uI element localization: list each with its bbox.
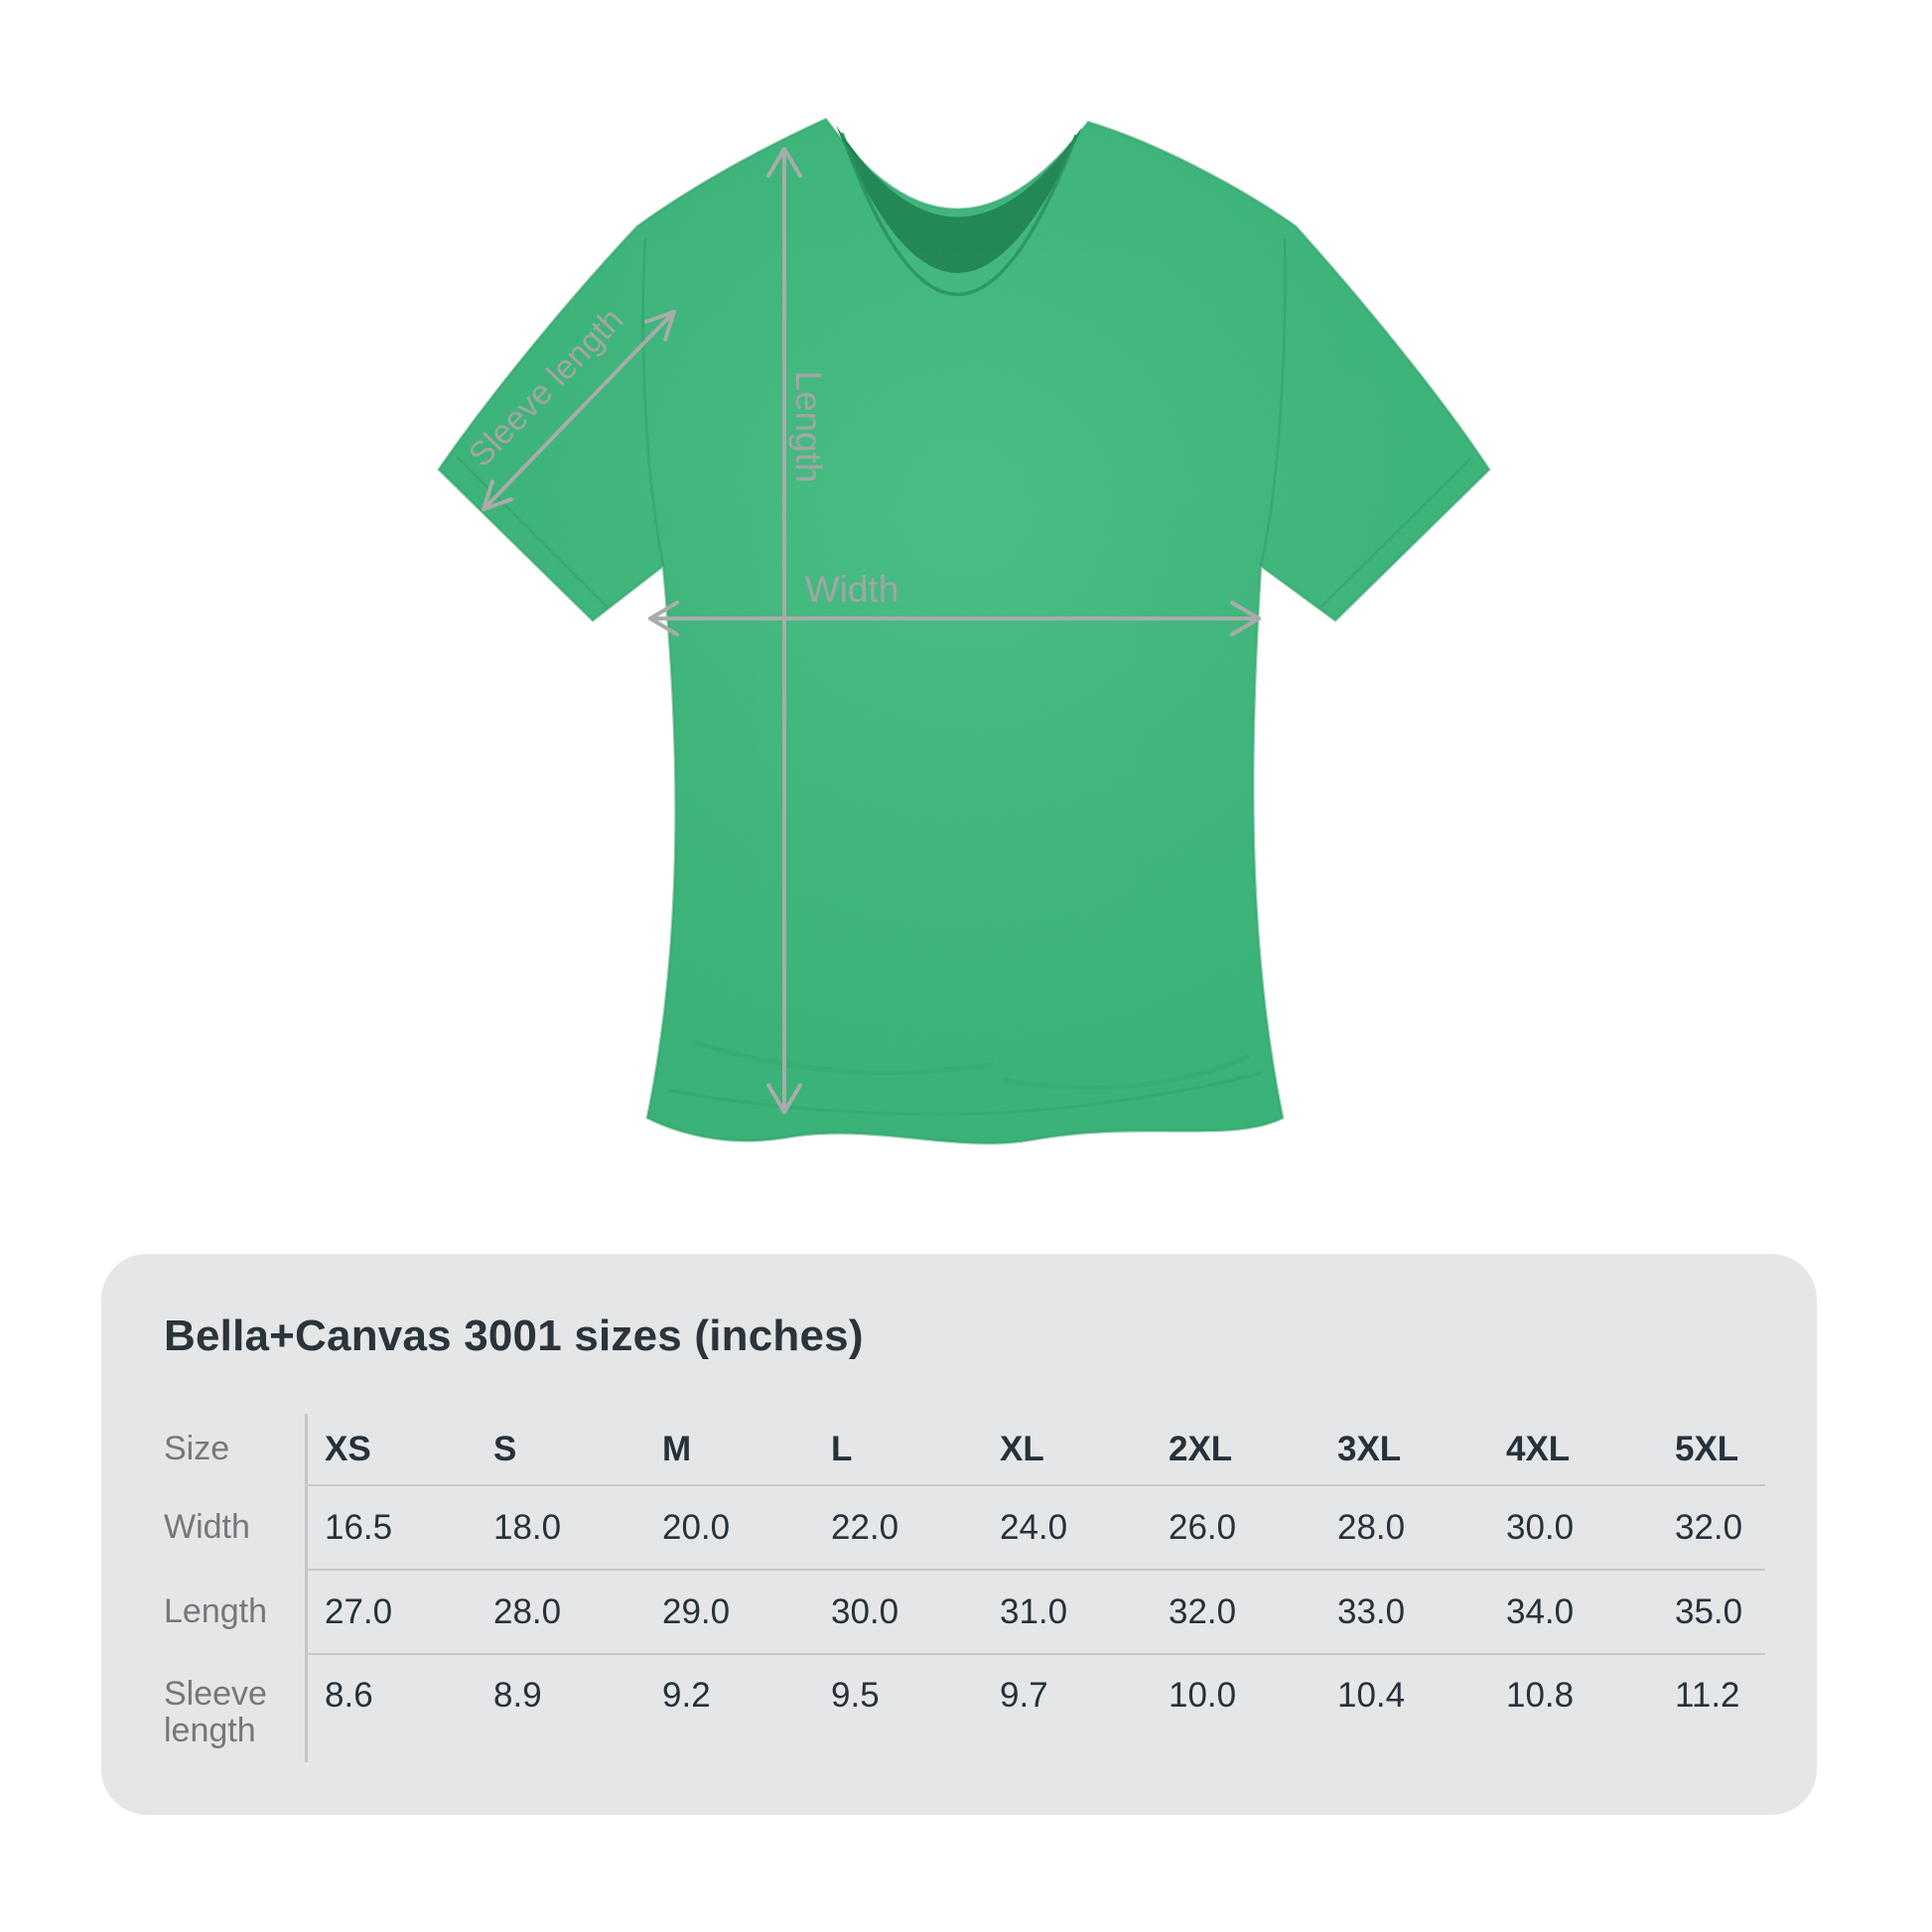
- size-value: 9.2: [662, 1676, 711, 1715]
- size-value: 10.0: [1169, 1676, 1237, 1715]
- size-column-header: 5XL: [1675, 1430, 1739, 1468]
- size-value: 33.0: [1337, 1591, 1406, 1631]
- size-value: 9.5: [831, 1676, 880, 1715]
- size-value: 16.5: [325, 1507, 393, 1547]
- length-arrow-label: Length: [788, 370, 829, 483]
- size-value: 20.0: [662, 1507, 731, 1547]
- heather-texture: [439, 119, 1489, 1144]
- table-row-divider: [305, 1569, 1765, 1571]
- size-column-header: 4XL: [1506, 1430, 1571, 1468]
- size-value: 32.0: [1675, 1507, 1743, 1547]
- size-value: 35.0: [1675, 1591, 1743, 1631]
- size-chart-panel: Bella+Canvas 3001 sizes (inches) Size XS S…: [101, 1254, 1817, 1815]
- size-column-header: L: [831, 1430, 853, 1468]
- size-value: 11.2: [1675, 1676, 1740, 1715]
- size-column-header: XS: [325, 1430, 371, 1468]
- size-value: 8.6: [325, 1676, 373, 1715]
- measurement-arrows: [482, 147, 1261, 1114]
- size-value: 31.0: [1000, 1591, 1068, 1631]
- size-value: 32.0: [1169, 1591, 1237, 1631]
- width-arrow: [648, 601, 1261, 636]
- size-value: 24.0: [1000, 1507, 1068, 1547]
- size-value: 10.4: [1337, 1676, 1406, 1715]
- size-value: 26.0: [1169, 1507, 1237, 1547]
- tshirt-graphic: [437, 117, 1491, 1145]
- length-arrow: [766, 147, 802, 1114]
- size-value: 28.0: [493, 1591, 562, 1631]
- size-value: 10.8: [1506, 1676, 1575, 1715]
- size-value: 29.0: [662, 1591, 731, 1631]
- size-value: 27.0: [325, 1591, 393, 1631]
- size-value: 18.0: [493, 1507, 562, 1547]
- size-value: 22.0: [831, 1507, 899, 1547]
- size-column-header: 2XL: [1169, 1430, 1233, 1468]
- size-value: 28.0: [1337, 1507, 1406, 1547]
- size-corner-label: Size: [164, 1430, 230, 1468]
- size-value: 30.0: [831, 1591, 899, 1631]
- size-table: Size XS S M L XL 2XL 3XL 4XL 5XL Width 16.5 18.0 20.0…: [164, 1414, 1824, 1753]
- size-value: 8.9: [493, 1676, 542, 1715]
- table-row-divider: [305, 1484, 1765, 1486]
- size-column-header: 3XL: [1337, 1430, 1402, 1468]
- size-column-header: M: [662, 1430, 692, 1468]
- row-label: Sleeve length: [164, 1675, 267, 1750]
- width-arrow-label: Width: [805, 569, 899, 610]
- row-label: Length: [164, 1591, 267, 1630]
- size-value: 30.0: [1506, 1507, 1575, 1547]
- row-label: Width: [164, 1507, 250, 1546]
- table-column-divider: [305, 1414, 308, 1762]
- size-column-header: XL: [1000, 1430, 1044, 1468]
- size-value: 9.7: [1000, 1676, 1048, 1715]
- size-chart-title: Bella+Canvas 3001 sizes (inches): [164, 1311, 864, 1360]
- sleeve-length-arrow: [482, 310, 676, 511]
- size-column-header: S: [493, 1430, 517, 1468]
- table-row-divider: [305, 1653, 1765, 1655]
- size-value: 34.0: [1506, 1591, 1575, 1631]
